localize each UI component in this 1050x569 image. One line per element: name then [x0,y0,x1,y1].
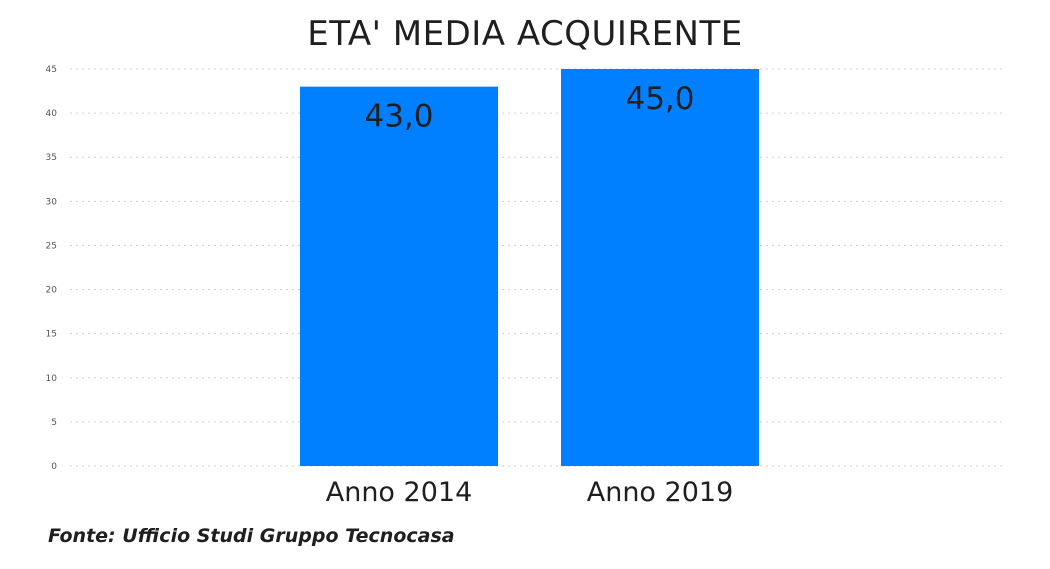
x-tick-label: Anno 2019 [587,477,734,508]
bar-anno-2014 [300,86,498,467]
y-tick-label: 25 [46,241,57,251]
y-tick-label: 15 [46,330,57,340]
y-tick-label: 10 [46,374,58,384]
data-label: 43,0 [364,99,433,135]
y-tick-label: 40 [46,109,58,119]
y-tick-label: 30 [46,197,58,207]
y-tick-label: 45 [46,65,57,75]
source-note: Fonte: Ufficio Studi Gruppo Tecnocasa [48,525,455,547]
bars [300,69,759,467]
y-tick-label: 5 [51,418,57,428]
y-axis-ticks: 0 5 10 15 20 25 30 35 40 45 [46,65,58,472]
y-tick-label: 20 [46,286,58,296]
data-labels: 43,0 45,0 [364,81,694,135]
data-label: 45,0 [625,81,694,117]
y-tick-label: 0 [51,462,57,472]
x-tick-label: Anno 2014 [326,477,473,508]
gridlines [70,68,1002,467]
y-tick-label: 35 [46,153,57,163]
chart-title: ETA' MEDIA ACQUIRENTE [307,14,743,54]
x-axis-ticks: Anno 2014 Anno 2019 [326,477,734,508]
bar-anno-2019 [561,69,759,466]
